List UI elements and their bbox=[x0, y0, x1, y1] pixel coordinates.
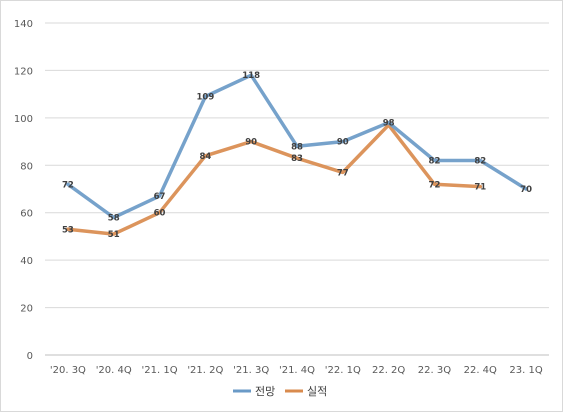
x-tick-label: '21. 1Q bbox=[142, 365, 178, 376]
y-tick-label: 140 bbox=[14, 19, 33, 30]
x-tick-label: 22. 2Q bbox=[372, 365, 405, 376]
legend: 전망 실적 bbox=[233, 385, 327, 398]
y-tick-label: 20 bbox=[20, 304, 33, 315]
y-tick-label: 40 bbox=[20, 256, 33, 267]
x-tick-label: '20. 4Q bbox=[96, 365, 132, 376]
data-labels: 72 58 67 109 118 88 90 98 82 82 70 53 51 60 84 90 83 77 72… bbox=[62, 71, 532, 240]
y-tick-label: 100 bbox=[14, 114, 33, 125]
data-label: 90 bbox=[337, 138, 349, 148]
series-line-실적 bbox=[68, 125, 480, 234]
x-axis-ticks: '20. 3Q '20. 4Q '21. 1Q '21. 2Q '21. 3Q '21. … bbox=[50, 365, 543, 376]
data-label: 82 bbox=[429, 157, 441, 167]
data-label: 109 bbox=[196, 93, 214, 103]
data-label: 51 bbox=[108, 230, 120, 240]
y-tick-label: 60 bbox=[20, 209, 33, 220]
data-label: 53 bbox=[62, 225, 74, 235]
data-label: 70 bbox=[520, 185, 532, 195]
x-tick-label: 22. 4Q bbox=[464, 365, 497, 376]
x-tick-label: '21. 3Q bbox=[233, 365, 269, 376]
y-tick-label: 80 bbox=[20, 161, 33, 172]
data-label: 83 bbox=[291, 154, 303, 164]
data-label: 72 bbox=[429, 180, 441, 190]
x-tick-label: '20. 3Q bbox=[50, 365, 86, 376]
data-label: 98 bbox=[383, 119, 395, 129]
data-label: 77 bbox=[337, 168, 349, 178]
data-label: 58 bbox=[108, 213, 120, 223]
data-label: 118 bbox=[242, 71, 260, 81]
data-label: 82 bbox=[474, 157, 486, 167]
x-tick-label: '22. 1Q bbox=[325, 365, 361, 376]
y-axis-ticks: 0 20 40 60 80 100 120 140 bbox=[14, 19, 33, 362]
legend-label: 전망 bbox=[255, 385, 275, 398]
data-label: 71 bbox=[474, 183, 486, 193]
data-label: 84 bbox=[199, 152, 211, 162]
x-tick-label: 22. 3Q bbox=[418, 365, 451, 376]
x-tick-label: '21. 4Q bbox=[279, 365, 315, 376]
data-label: 90 bbox=[245, 138, 257, 148]
data-label: 88 bbox=[291, 142, 303, 152]
legend-label: 실적 bbox=[307, 385, 327, 398]
x-tick-label: '21. 2Q bbox=[187, 365, 223, 376]
y-tick-label: 120 bbox=[14, 66, 33, 77]
data-label: 72 bbox=[62, 180, 74, 190]
y-tick-label: 0 bbox=[27, 351, 33, 362]
data-label: 67 bbox=[154, 192, 166, 202]
x-tick-label: 23. 1Q bbox=[509, 365, 542, 376]
data-label: 60 bbox=[154, 209, 166, 219]
